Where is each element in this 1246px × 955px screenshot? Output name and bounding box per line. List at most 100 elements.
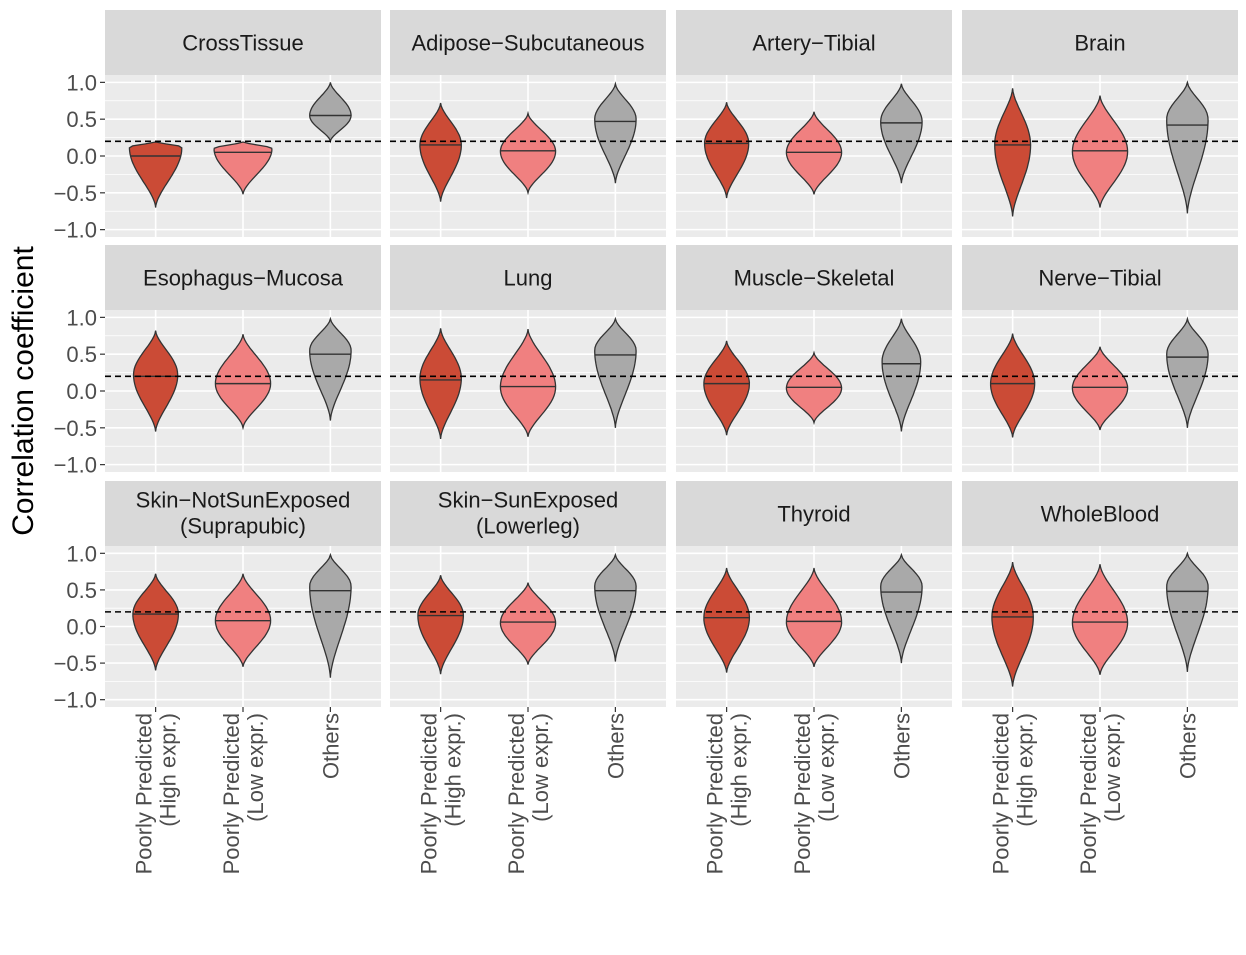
facet-title: Artery−Tibial bbox=[752, 31, 875, 56]
facet-title: Muscle−Skeletal bbox=[734, 266, 895, 291]
violin bbox=[1166, 316, 1209, 428]
violin bbox=[309, 82, 352, 144]
x-tick-label: Poorly Predicted(High expr.) bbox=[703, 713, 752, 874]
y-tick-label: −1.0 bbox=[54, 688, 97, 713]
x-tick-label: Others bbox=[318, 713, 343, 779]
violin bbox=[499, 582, 557, 665]
y-tick-label: −0.5 bbox=[54, 416, 97, 441]
x-tick-label-line: (Low expr.) bbox=[1100, 713, 1125, 822]
facet-panel: Lung bbox=[390, 245, 666, 472]
facet-panel: CrossTissue 1.0 0.5 0.0 −0.5 −1.0 bbox=[54, 10, 381, 243]
x-tick-label-line: (Low expr.) bbox=[528, 713, 553, 822]
violin bbox=[309, 316, 352, 421]
x-tick-label: Others bbox=[889, 713, 914, 779]
x-tick-label-line: Poorly Predicted bbox=[417, 713, 442, 874]
violin bbox=[880, 83, 923, 184]
facet-strip bbox=[676, 481, 952, 546]
y-tick-label: 0.0 bbox=[66, 615, 97, 640]
violin bbox=[499, 110, 557, 196]
facet-panel: Nerve−Tibial bbox=[962, 245, 1238, 472]
y-tick-label: −1.0 bbox=[54, 453, 97, 478]
violin bbox=[309, 552, 352, 678]
violin bbox=[991, 561, 1034, 687]
facet-strip bbox=[962, 481, 1238, 546]
y-tick-label: 0.5 bbox=[66, 107, 97, 132]
facet-panel: Skin−SunExposed(Lowerleg) Poorly Predicte… bbox=[390, 481, 666, 874]
x-tick-label: Others bbox=[603, 713, 628, 779]
x-tick-label-line: (High expr.) bbox=[441, 713, 466, 827]
violin bbox=[419, 328, 462, 439]
facet-strip bbox=[676, 245, 952, 310]
x-tick-label-line: Others bbox=[1175, 713, 1200, 779]
facet-panel: Artery−Tibial bbox=[676, 10, 952, 237]
violin bbox=[881, 318, 922, 432]
y-tick-label: −1.0 bbox=[54, 218, 97, 243]
violin bbox=[880, 552, 923, 664]
violin bbox=[594, 552, 637, 662]
x-tick-label-line: (Low expr.) bbox=[243, 713, 268, 822]
facet-strip bbox=[962, 10, 1238, 75]
violin bbox=[703, 567, 751, 673]
violin bbox=[1071, 346, 1129, 431]
x-tick-label: Poorly Predicted(High expr.) bbox=[417, 713, 466, 874]
violin bbox=[594, 316, 637, 428]
facet-title: Adipose−Subcutaneous bbox=[411, 31, 644, 56]
violin bbox=[132, 573, 180, 671]
violin bbox=[132, 330, 179, 432]
x-tick-label-line: Poorly Predicted bbox=[703, 713, 728, 874]
x-tick-label: Poorly Predicted(Low expr.) bbox=[504, 713, 553, 874]
y-tick-label: −0.5 bbox=[54, 651, 97, 676]
facet-strip bbox=[105, 10, 381, 75]
x-tick-label-line: Others bbox=[318, 713, 343, 779]
facet-title: Thyroid bbox=[777, 502, 850, 527]
x-tick-label: Poorly Predicted(High expr.) bbox=[132, 713, 181, 874]
x-tick-label-line: Poorly Predicted bbox=[132, 713, 157, 874]
facet-strip bbox=[962, 245, 1238, 310]
y-tick-label: 0.0 bbox=[66, 144, 97, 169]
x-tick-label-line: Poorly Predicted bbox=[504, 713, 529, 874]
x-tick-label-line: (Low expr.) bbox=[814, 713, 839, 822]
violin bbox=[703, 340, 751, 436]
facet-strip bbox=[105, 245, 381, 310]
x-tick-label-line: Poorly Predicted bbox=[219, 713, 244, 874]
violin bbox=[703, 102, 750, 199]
violin bbox=[499, 328, 557, 437]
y-tick-label: 1.0 bbox=[66, 305, 97, 330]
violin bbox=[994, 88, 1032, 217]
x-tick-label: Poorly Predicted(Low expr.) bbox=[219, 713, 268, 874]
facet-title: Esophagus−Mucosa bbox=[143, 266, 344, 291]
facet-strip bbox=[390, 10, 666, 75]
violin bbox=[989, 333, 1036, 438]
x-tick-label-line: Poorly Predicted bbox=[989, 713, 1014, 874]
facet-title: Skin−SunExposed bbox=[438, 488, 618, 513]
x-tick-label-line: (High expr.) bbox=[1013, 713, 1038, 827]
violin bbox=[214, 334, 272, 431]
x-tick-label: Poorly Predicted(High expr.) bbox=[989, 713, 1038, 874]
facet-strip bbox=[390, 481, 666, 546]
violin bbox=[1166, 80, 1209, 214]
x-tick-label: Others bbox=[1175, 713, 1200, 779]
violin bbox=[785, 567, 843, 667]
violin bbox=[419, 102, 462, 202]
facet-title: CrossTissue bbox=[182, 31, 303, 56]
x-tick-label: Poorly Predicted(Low expr.) bbox=[1076, 713, 1125, 874]
facet-title: (Suprapubic) bbox=[180, 514, 306, 539]
facet-panel: Brain bbox=[962, 10, 1238, 237]
y-tick-label: 1.0 bbox=[66, 541, 97, 566]
x-tick-label-line: Poorly Predicted bbox=[790, 713, 815, 874]
y-tick-label: 0.5 bbox=[66, 578, 97, 603]
violin bbox=[1071, 564, 1129, 675]
x-tick-label-line: Poorly Predicted bbox=[1076, 713, 1101, 874]
facet-panel: Skin−NotSunExposed(Suprapubic) 1.0 0.5 0.0 −… bbox=[54, 481, 381, 874]
x-tick-label: Poorly Predicted(Low expr.) bbox=[790, 713, 839, 874]
y-tick-label: 0.5 bbox=[66, 342, 97, 367]
violin bbox=[785, 111, 843, 195]
facet-title: Skin−NotSunExposed bbox=[136, 488, 351, 513]
violin bbox=[594, 81, 637, 184]
x-tick-label-line: (High expr.) bbox=[156, 713, 181, 827]
x-tick-label-line: Others bbox=[889, 713, 914, 779]
facet-strip bbox=[105, 481, 381, 546]
